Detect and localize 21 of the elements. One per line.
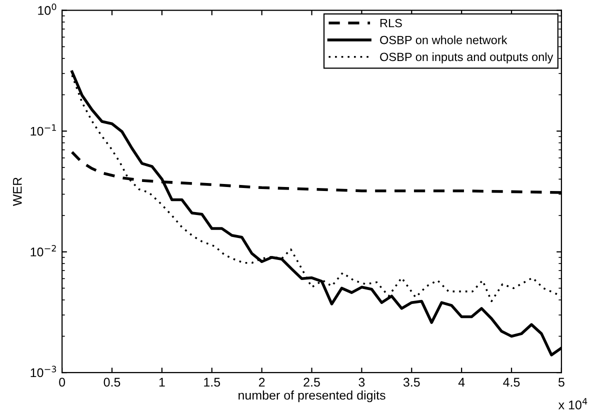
y-tick-label: 10$^{−3}$ bbox=[30, 366, 56, 378]
x-tick-label: 3.5 bbox=[403, 378, 420, 387]
x-tick-label: 0.5 bbox=[104, 378, 120, 387]
x-tick-label: 4.5 bbox=[503, 378, 520, 387]
x-tick-label: 2 bbox=[258, 378, 265, 387]
legend-label: RLS bbox=[380, 18, 402, 28]
x-tick-label: 4 bbox=[458, 378, 465, 387]
x-tick-label: 5 bbox=[558, 378, 564, 387]
x-tick-label: 2.5 bbox=[304, 378, 320, 387]
y-tick-label: 10$^{−1}$ bbox=[30, 124, 56, 136]
x-tick-label: 1 bbox=[159, 378, 165, 387]
x-tick-label: 0 bbox=[59, 378, 66, 387]
y-tick-label: 10$^{−2}$ bbox=[30, 245, 56, 256]
x-axis-title: number of presented digits bbox=[238, 390, 386, 402]
y-axis-title: WER bbox=[13, 177, 22, 206]
x-tick-label: 1.5 bbox=[204, 378, 220, 387]
legend-label: OSBP on inputs and outputs only bbox=[380, 52, 554, 64]
text: x 10$^{4}$ bbox=[558, 398, 588, 410]
x-tick-label: 3 bbox=[358, 378, 365, 387]
y-tick-label: 10$^{0}$ bbox=[38, 4, 56, 15]
legend-label: OSBP on whole network bbox=[380, 36, 508, 44]
